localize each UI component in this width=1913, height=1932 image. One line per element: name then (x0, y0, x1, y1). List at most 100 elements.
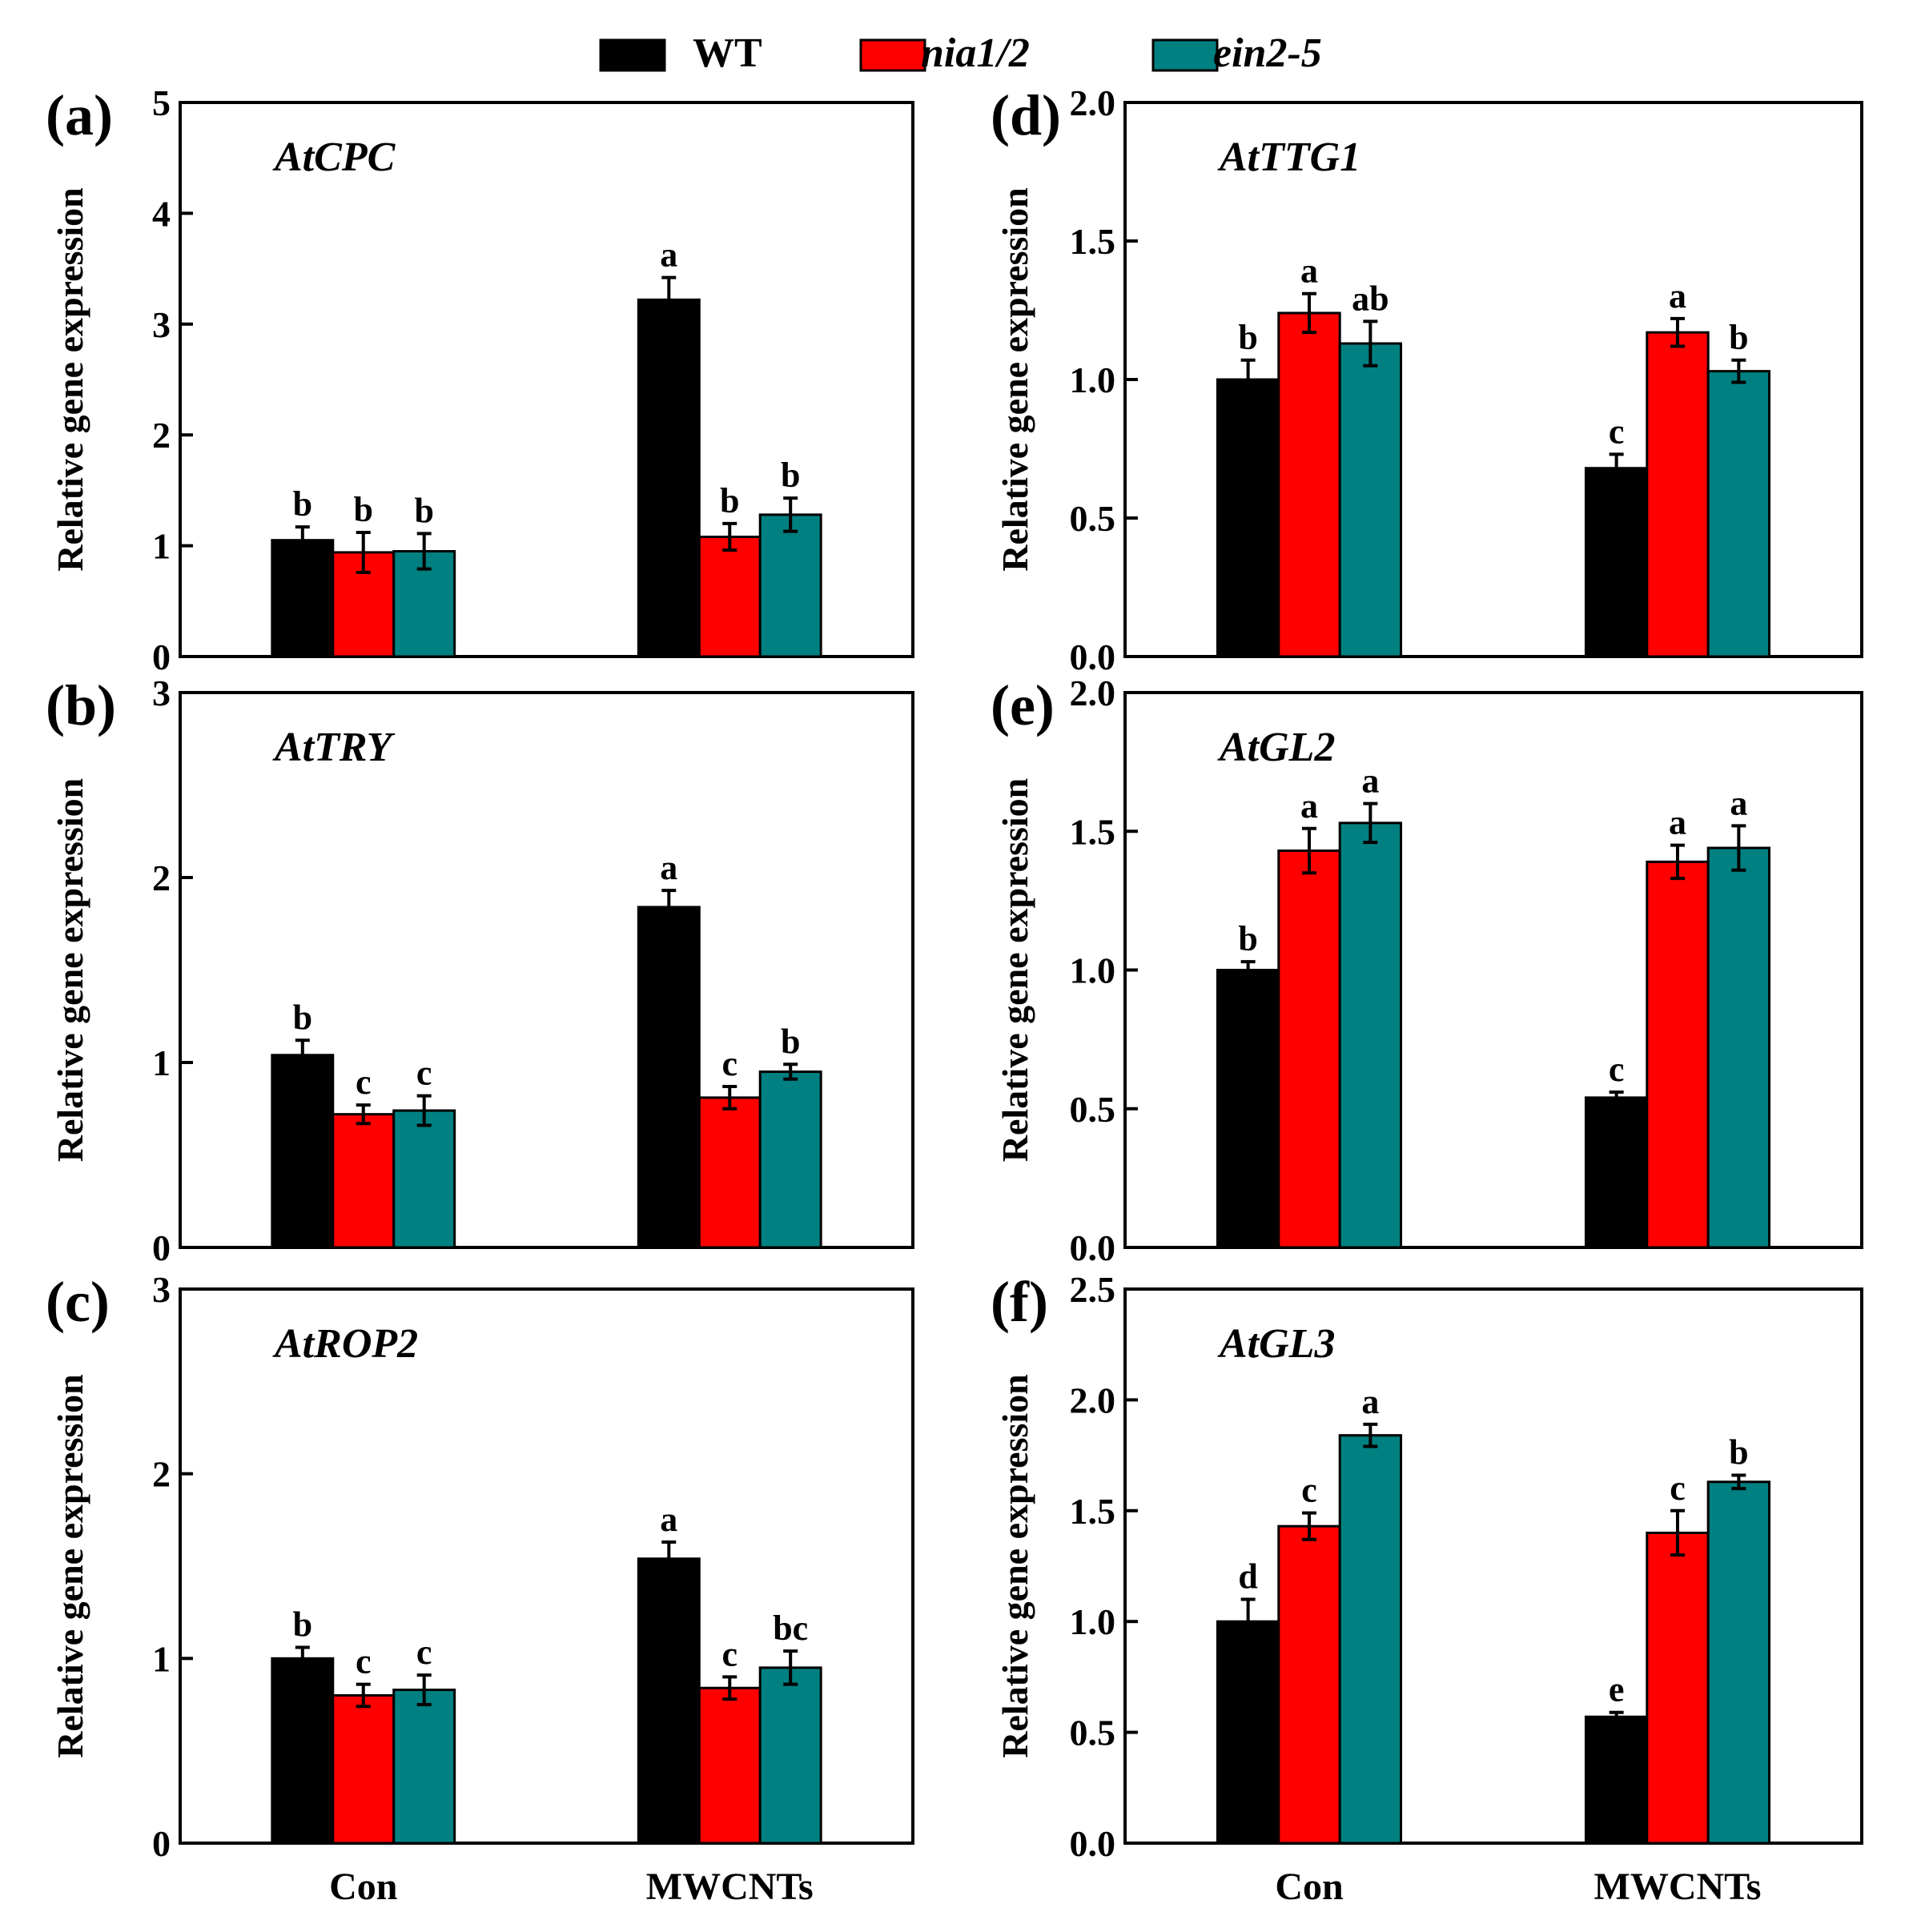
y-tick-label: 0 (152, 1823, 171, 1864)
significance-letter: c (356, 1642, 372, 1681)
significance-letter: d (1238, 1557, 1257, 1597)
y-tick-label: 0 (152, 637, 171, 677)
significance-letter: bc (773, 1609, 808, 1648)
legend-swatch-ein25 (1151, 38, 1219, 72)
bar-nia12-Con (332, 1693, 396, 1845)
y-tick-label: 1.5 (1070, 1491, 1116, 1532)
y-tick-label: 3 (152, 1269, 171, 1310)
x-category-label: Con (1275, 1866, 1343, 1908)
y-tick-label: 1.0 (1070, 359, 1116, 400)
significance-letter: c (1301, 1471, 1317, 1510)
y-tick-label: 1.0 (1070, 1601, 1116, 1642)
panel-f: 0.0 0.5 1.0 1.5 2.0 2.5 Relative gene expressi… (991, 1269, 1863, 1908)
bar-nia12-MWCNTs (1646, 331, 1710, 658)
significance-letter: a (1730, 783, 1747, 822)
y-tick-label: 1.5 (1070, 221, 1116, 262)
significance-letter: a (1300, 786, 1318, 825)
significance-letter: c (721, 1044, 737, 1083)
significance-letter: a (660, 848, 677, 887)
significance-letter: a (1669, 276, 1686, 315)
bar-ein25-Con (1338, 1434, 1403, 1845)
bar-ein25-MWCNTs (758, 513, 822, 658)
bar-WT-MWCNTs (637, 906, 701, 1249)
gene-name: AtCPC (272, 135, 396, 180)
panel-a: 0 1 2 3 4 5 Relative gene expression (a) AtCPC b b… (46, 82, 914, 677)
plot-frame (179, 101, 914, 658)
significance-letter: a (1361, 761, 1379, 801)
bar-ein25-MWCNTs (1706, 370, 1771, 658)
panel-d: 0.0 0.5 1.0 1.5 2.0 Relative gene expression (… (991, 82, 1863, 677)
significance-letter: b (781, 456, 800, 495)
y-tick-label: 0.5 (1070, 498, 1116, 539)
y-axis-label: Relative gene expression (995, 187, 1035, 572)
y-tick-label: 0.5 (1070, 1713, 1116, 1753)
y-tick-label: 2 (152, 1454, 171, 1495)
y-tick-label: 2.0 (1070, 82, 1116, 123)
gene-name: AtGL2 (1217, 725, 1335, 770)
significance-letter: a (1300, 251, 1318, 291)
bar-WT-Con (1216, 969, 1280, 1249)
significance-letter: b (293, 1605, 312, 1644)
significance-letter: b (354, 490, 373, 529)
bar-nia12-MWCNTs (697, 1096, 762, 1249)
bar-nia12-MWCNTs (697, 1686, 762, 1845)
y-tick-label: 5 (152, 82, 171, 123)
significance-letter: b (293, 484, 312, 524)
bar-nia12-MWCNTs (1646, 1531, 1710, 1845)
y-tick-label: 0.5 (1070, 1089, 1116, 1130)
y-axis-label: Relative gene expression (50, 1374, 90, 1758)
y-tick-label: 1.0 (1070, 950, 1116, 991)
y-tick-label: 0 (152, 1227, 171, 1268)
significance-letter: c (1609, 1050, 1625, 1089)
bar-ein25-MWCNTs (1706, 846, 1771, 1249)
y-tick-label: 3 (152, 673, 171, 713)
significance-letter: c (356, 1062, 372, 1102)
bar-WT-MWCNTs (637, 298, 701, 658)
y-tick-label: 2.5 (1070, 1269, 1116, 1310)
y-tick-label: 1 (152, 1042, 171, 1083)
x-category-label: MWCNTs (1594, 1866, 1762, 1908)
panel-label: (f) (991, 1270, 1048, 1334)
bar-nia12-MWCNTs (697, 536, 762, 658)
panel-label: (c) (46, 1270, 110, 1334)
panel-label: (a) (46, 83, 113, 147)
significance-letter: b (293, 998, 312, 1037)
gene-name: AtTRY (272, 725, 396, 770)
x-category-label: MWCNTs (646, 1866, 814, 1908)
bar-WT-MWCNTs (637, 1557, 701, 1845)
panel-label: (b) (46, 673, 116, 737)
bar-WT-MWCNTs (1584, 1096, 1649, 1249)
bar-ein25-Con (1338, 821, 1403, 1249)
y-tick-label: 2 (152, 858, 171, 898)
significance-letter: b (1238, 318, 1257, 357)
panel-label: (d) (991, 83, 1061, 147)
y-tick-label: 1 (152, 1638, 171, 1679)
bar-nia12-Con (332, 1113, 396, 1249)
bar-WT-Con (271, 1657, 335, 1845)
bar-nia12-Con (1277, 311, 1341, 658)
significance-letter: a (1361, 1382, 1379, 1421)
plot-frame (179, 1287, 914, 1845)
bar-ein25-Con (392, 1689, 456, 1845)
significance-letter: c (416, 1054, 432, 1093)
bar-ein25-MWCNTs (758, 1666, 822, 1845)
significance-letter: b (1729, 1433, 1748, 1472)
bar-ein25-MWCNTs (1706, 1480, 1771, 1845)
x-category-label: Con (329, 1866, 397, 1908)
significance-letter: b (1238, 919, 1257, 958)
significance-letter: a (660, 1500, 677, 1539)
significance-letter: c (1670, 1468, 1686, 1508)
bar-WT-Con (271, 539, 335, 658)
y-tick-label: 2.0 (1070, 673, 1116, 713)
bar-ein25-Con (392, 1109, 456, 1249)
y-axis-label: Relative gene expression (995, 1374, 1035, 1758)
bar-ein25-MWCNTs (758, 1070, 822, 1249)
bar-ein25-Con (1338, 342, 1403, 658)
bar-nia12-MWCNTs (1646, 860, 1710, 1249)
significance-letter: ab (1352, 279, 1389, 318)
gene-name: AtTTG1 (1217, 135, 1360, 180)
significance-letter: b (414, 491, 433, 530)
y-axis-label: Relative gene expression (50, 187, 90, 572)
